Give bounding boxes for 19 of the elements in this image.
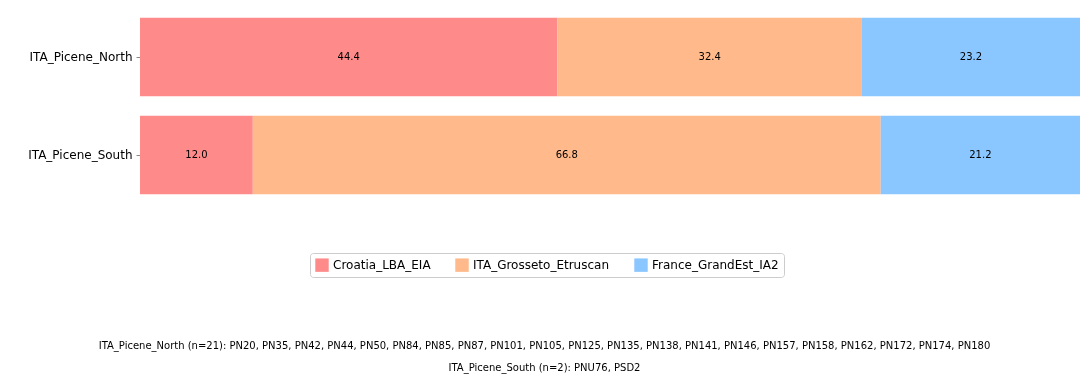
bar	[861, 17, 1080, 97]
text: ITA_Picene_South (n=2): PNU76, PSD2	[447, 362, 642, 374]
data-label: 21.2	[969, 149, 992, 160]
bar	[880, 115, 1080, 195]
y-tick-label: ITA_Picene_South	[28, 148, 133, 162]
data-label: 44.4	[337, 51, 360, 62]
text: ITA_Picene_North (n=21): PN20, PN35, PN42, PN44, PN50, PN84, PN85, PN87, PN101, PN105, PN125, PN135, PN138, PN141, PN146, PN157, PN158, PN162, PN172, PN174, PN180	[97, 340, 992, 352]
data-label: 32.4	[698, 51, 721, 62]
bar	[140, 17, 558, 97]
bar	[140, 115, 253, 195]
data-label: 23.2	[959, 51, 983, 62]
legend-label: Croatia_LBA_EIA	[333, 258, 432, 273]
data-label: 66.8	[555, 149, 578, 160]
data-label: 12.0	[185, 149, 208, 160]
legend-label: France_GrandEst_IA2	[652, 258, 779, 273]
bar	[557, 17, 862, 97]
y-tick-label: ITA_Picene_North	[29, 50, 133, 64]
bar	[252, 115, 881, 195]
legend-label: ITA_Grosseto_Etruscan	[473, 258, 610, 273]
